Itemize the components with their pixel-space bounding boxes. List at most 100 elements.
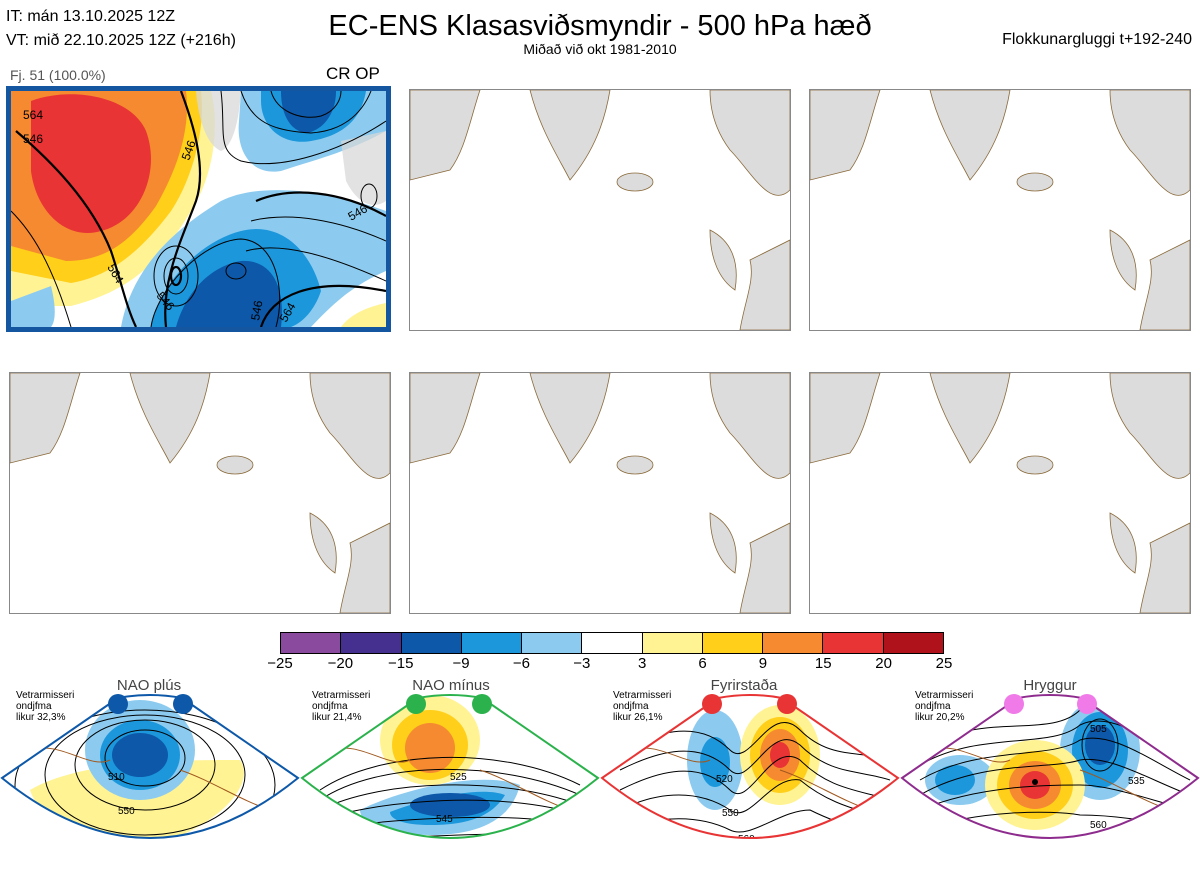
contour-ridge-east [360, 183, 378, 209]
regime-title: Hryggur [1023, 677, 1077, 694]
contour-mid-2 [245, 247, 386, 282]
empty-map-panel[interactable] [9, 372, 391, 614]
contour-564 [15, 130, 137, 327]
contour-label: 546 [179, 138, 199, 162]
regime-dot [406, 694, 426, 714]
regime-title: Fyrirstaða [710, 677, 778, 694]
land-scandinavia [1109, 373, 1190, 479]
contour-label: 550 [722, 808, 739, 819]
ridge-center [1032, 779, 1038, 785]
land-iceland [1016, 455, 1054, 475]
regime-note: Vetrarmisseri ondjfma likur 20,2% [915, 690, 973, 723]
colorbar-swatch [823, 633, 884, 653]
regime-probability: likur 32,3% [16, 712, 66, 723]
land-greenland [929, 90, 1011, 181]
contour [74, 719, 216, 811]
colorbar-swatch [883, 633, 943, 653]
regime-dot [173, 694, 193, 714]
regime-probability: likur 26,1% [613, 712, 663, 723]
colorbar-swatch [341, 633, 402, 653]
regime-season: Vetrarmisseri [613, 690, 672, 701]
regime-map-nao-plus[interactable]: 510 550 [0, 690, 300, 871]
regime-dot [777, 694, 797, 714]
contour-label: 546 [248, 299, 265, 321]
regime-dot [702, 694, 722, 714]
contour-label: 564 [23, 108, 43, 122]
regime-season: Vetrarmisseri [915, 690, 974, 701]
regime-stat: ondjfma [312, 701, 348, 712]
anomaly-neg-9 [112, 733, 168, 777]
land-greenland [529, 90, 611, 181]
land-uk [309, 512, 337, 574]
land-scandinavia [341, 131, 386, 205]
colorbar-tick-label: 20 [875, 655, 892, 672]
regime-dot [1004, 694, 1024, 714]
empty-map-panel[interactable] [809, 372, 1191, 614]
regime-map-fyrirstada[interactable]: 520 550 560 [600, 690, 900, 871]
colorbar-tick-label: 25 [935, 655, 953, 672]
land-greenland [196, 91, 241, 151]
contour [919, 737, 1191, 781]
window-label: Flokkunargluggi t+192-240 [1002, 31, 1192, 48]
contour [619, 721, 891, 761]
regime-note: Vetrarmisseri ondjfma likur 32,3% [16, 690, 74, 723]
contour [44, 714, 246, 836]
empty-map-panel[interactable] [409, 89, 791, 331]
colorbar-tick-label: 6 [698, 655, 707, 672]
land-canada [810, 373, 881, 464]
contour [919, 758, 1191, 796]
contour-label: 505 [1090, 724, 1107, 735]
empty-map-panel[interactable] [809, 89, 1191, 331]
contour-label: 525 [450, 772, 467, 783]
land-uk [709, 512, 737, 574]
land-canada [810, 90, 881, 181]
contour-north-3 [270, 91, 342, 118]
contour-label: 560 [1090, 820, 1107, 831]
regime-dot [108, 694, 128, 714]
contour-546-east [255, 191, 386, 217]
cluster-map-panel[interactable]: 546 564 546 564 546 546 564 546 [6, 86, 391, 332]
land-scandinavia [1109, 90, 1190, 196]
land-uk [709, 229, 737, 291]
colorbar-swatch [281, 633, 342, 653]
colorbar-swatch [702, 633, 764, 653]
contour-west-1 [11, 210, 72, 327]
land-iceland [216, 455, 254, 475]
regime-map-nao-minus[interactable]: 525 545 565 [300, 690, 600, 871]
contour-label: 545 [436, 814, 453, 825]
contour-low-ring-1 [153, 245, 199, 307]
land-iceland [616, 172, 654, 192]
regime-dot [472, 694, 492, 714]
regime-frame [0, 694, 300, 839]
colorbar-tick-label: −20 [327, 655, 354, 672]
colorbar-tick-label: 15 [814, 655, 832, 672]
colorbar-swatch [582, 633, 643, 653]
contour-label: 520 [716, 774, 733, 785]
regime-frame [900, 694, 1200, 839]
colorbar [280, 632, 944, 654]
land-scandinavia [709, 90, 790, 196]
colorbar-swatch [642, 633, 703, 653]
contour-label: 510 [108, 772, 125, 783]
regime-map-hryggur[interactable]: 505 535 560 [900, 690, 1200, 871]
contour [919, 784, 1191, 811]
contour-label: 535 [1128, 776, 1145, 787]
regime-stat: ondjfma [915, 701, 951, 712]
anomaly-pos-15 [770, 742, 790, 768]
land-greenland [929, 373, 1011, 464]
regime-label: CR OP [326, 64, 380, 83]
empty-map-panel[interactable] [409, 372, 791, 614]
land-greenland [129, 373, 211, 464]
regime-note: Vetrarmisseri ondjfma likur 26,1% [613, 690, 671, 723]
anomaly-pos-15 [31, 94, 151, 233]
land-greenland [529, 373, 611, 464]
regime-season: Vetrarmisseri [312, 690, 371, 701]
colorbar-swatch [461, 633, 523, 653]
anomaly-neg-9-east [1085, 725, 1115, 765]
page-title: EC-ENS Klasasviðsmyndir - 500 hPa hæð [328, 10, 872, 42]
contour-trough [150, 238, 281, 327]
regime-dot [1077, 694, 1097, 714]
contour-mid-1 [250, 216, 386, 242]
contour-label: 560 [738, 834, 755, 845]
contour [14, 709, 276, 838]
